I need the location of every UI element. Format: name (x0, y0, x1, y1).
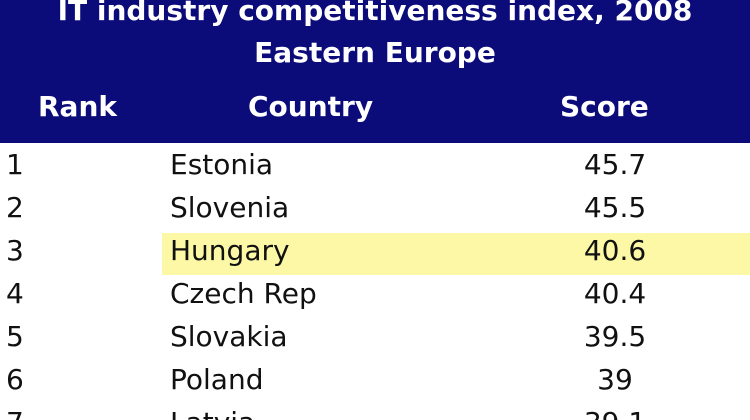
score-cell: 40.4 (583, 277, 647, 310)
column-header: Rank (38, 90, 118, 123)
subtitle: Eastern Europe (254, 36, 496, 69)
score-cell: 45.5 (583, 191, 647, 224)
country-cell: Latvia (170, 406, 255, 420)
score-cell: 39.5 (583, 320, 647, 353)
rank-cell: 7 (6, 406, 24, 420)
rank-cell: 1 (6, 148, 24, 181)
score-cell: 39 (597, 363, 633, 396)
column-header: Score (560, 90, 649, 123)
row-highlight (162, 233, 750, 275)
country-cell: Estonia (170, 148, 274, 181)
country-cell: Slovenia (170, 191, 290, 224)
country-cell: Czech Rep (170, 277, 317, 310)
table-header: IT industry competitiveness index, 2008 … (0, 0, 750, 143)
column-header: Country (248, 90, 374, 123)
rank-cell: 3 (6, 234, 24, 267)
rank-cell: 5 (6, 320, 24, 353)
score-cell: 45.7 (583, 148, 647, 181)
rank-cell: 4 (6, 277, 24, 310)
country-cell: Slovakia (170, 320, 288, 353)
score-cell: 39.1 (540, 406, 690, 420)
country-cell: Hungary (170, 234, 290, 267)
score-cell: 40.6 (583, 234, 647, 267)
rank-cell: 2 (6, 191, 24, 224)
rank-cell: 6 (6, 363, 24, 396)
title: IT industry competitiveness index, 2008 (57, 0, 693, 27)
country-cell: Poland (170, 363, 264, 396)
